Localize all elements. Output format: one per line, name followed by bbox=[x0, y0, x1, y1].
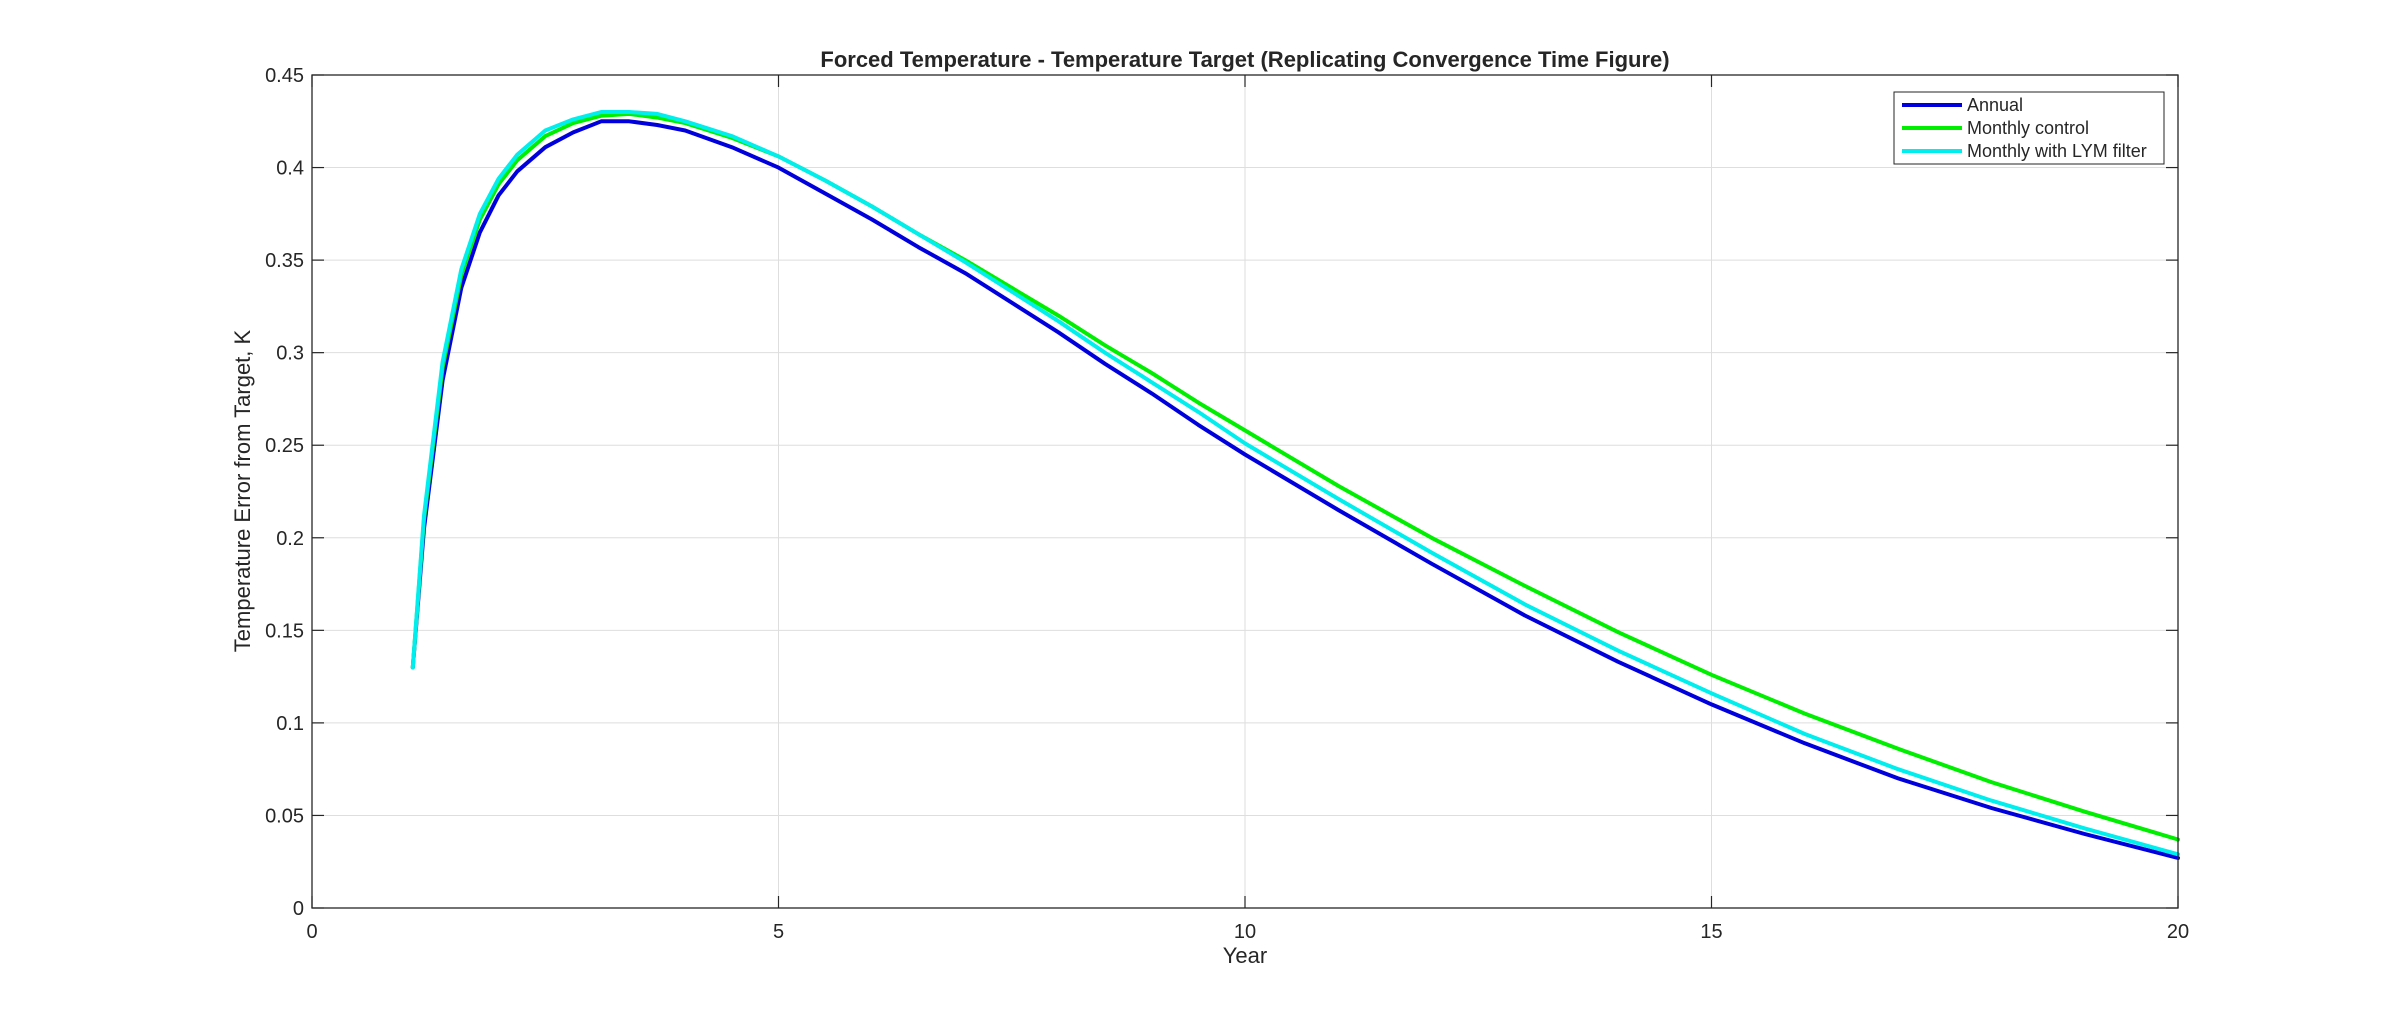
y-tick-label: 0.35 bbox=[265, 250, 304, 272]
x-tick-label: 10 bbox=[1234, 921, 1256, 943]
legend[interactable]: Annual Monthly control Monthly with LYM … bbox=[1893, 91, 2165, 165]
y-tick-label: 0.05 bbox=[265, 805, 304, 827]
y-tick-label: 0.45 bbox=[265, 65, 304, 87]
x-tick-labels: 0 5 10 15 20 bbox=[306, 921, 2189, 943]
legend-label-annual: Annual bbox=[1967, 95, 2023, 115]
y-tick-label: 0.4 bbox=[276, 158, 304, 180]
series-line-monthly-with-lym-filter bbox=[410, 110, 2180, 857]
series-line-annual bbox=[410, 119, 2180, 860]
legend-label-monthly-lym: Monthly with LYM filter bbox=[1967, 141, 2147, 161]
y-tick-label: 0.15 bbox=[265, 620, 304, 642]
y-tick-label: 0.25 bbox=[265, 435, 304, 457]
plot-frame bbox=[311, 74, 2179, 909]
y-tick-labels: 0 0.05 0.1 0.15 0.2 0.25 0.3 0.35 0.4 0.45 bbox=[265, 65, 304, 920]
x-tick-label: 20 bbox=[2167, 921, 2189, 943]
y-tick-label: 0.1 bbox=[276, 713, 304, 735]
y-axis-title: Temperature Error from Target, K bbox=[230, 329, 255, 652]
x-axis-title: Year bbox=[1223, 943, 1267, 968]
chart-title: Forced Temperature - Temperature Target … bbox=[820, 47, 1669, 72]
x-tick-label: 5 bbox=[773, 921, 784, 943]
y-tick-label: 0.2 bbox=[276, 528, 304, 550]
x-tick-label: 15 bbox=[1700, 921, 1722, 943]
y-tick-label: 0 bbox=[293, 898, 304, 920]
x-tick-label: 0 bbox=[306, 921, 317, 943]
y-tick-label: 0.3 bbox=[276, 343, 304, 365]
grid-lines bbox=[312, 75, 2178, 908]
legend-label-monthly-control: Monthly control bbox=[1967, 118, 2089, 138]
series-layer bbox=[410, 110, 2180, 860]
